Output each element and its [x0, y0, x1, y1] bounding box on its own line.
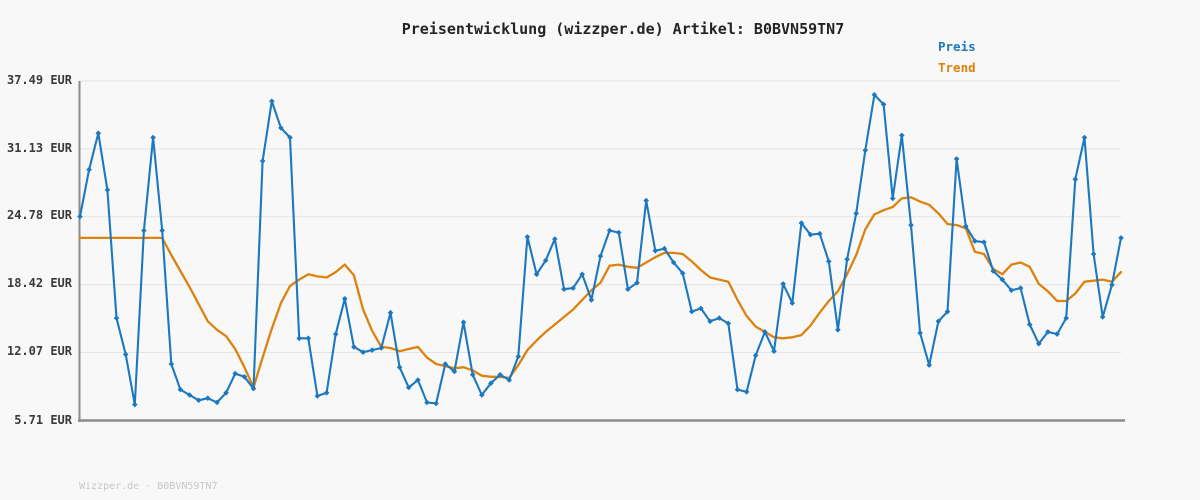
series-preis-line [78, 93, 1123, 406]
y-axis-label: 31.13 EUR [6, 141, 72, 155]
chart-title: Preisentwicklung (wizzper.de) Artikel: B… [401, 20, 845, 38]
y-axis-label: 18.42 EUR [6, 276, 72, 290]
series-preis-markers [77, 92, 1124, 408]
y-axis-label: 24.78 EUR [6, 208, 72, 222]
legend-item-trend: Trend [938, 60, 976, 75]
y-axis-label: 37.49 EUR [6, 73, 72, 87]
y-axis-label: 5.71 EUR [14, 412, 72, 427]
y-axis-label: 12.07 EUR [6, 344, 72, 358]
watermark: Wizzper.de - B0BVN59TN7 [79, 481, 218, 492]
legend-item-preis: Preis [938, 39, 976, 54]
